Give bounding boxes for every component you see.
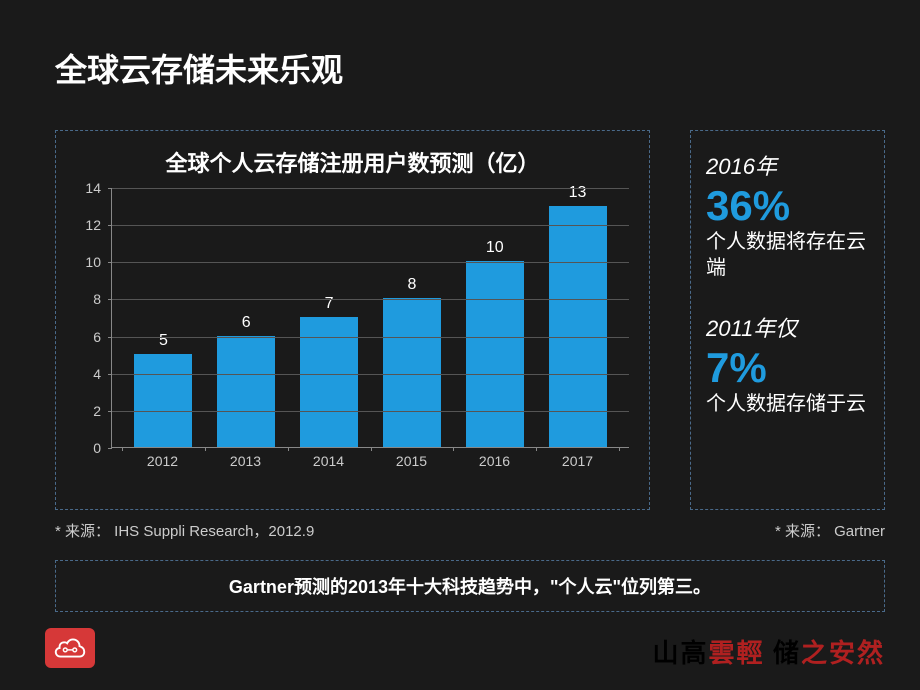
x-tick (205, 447, 206, 451)
x-tick (371, 447, 372, 451)
x-axis-label: 2013 (216, 453, 276, 469)
bar-group: 8 (382, 276, 442, 447)
y-axis-label: 6 (93, 329, 101, 345)
bar-value-label: 6 (242, 314, 251, 332)
cloud-icon (51, 634, 89, 662)
bar (217, 336, 275, 447)
x-tick (619, 447, 620, 451)
x-axis-label: 2014 (299, 453, 359, 469)
x-tick (288, 447, 289, 451)
x-axis-label: 2016 (465, 453, 525, 469)
x-axis-label: 2015 (382, 453, 442, 469)
x-tick (453, 447, 454, 451)
y-axis-label: 4 (93, 366, 101, 382)
x-tick (536, 447, 537, 451)
y-tick (108, 448, 112, 449)
bar (466, 261, 524, 447)
bar-value-label: 10 (486, 239, 504, 257)
callig-part1: 山高 (652, 639, 708, 668)
chart-source-text: * 来源： IHS Suppli Research，2012.9 (55, 520, 314, 541)
chart-container: 全球个人云存储注册用户数预测（亿） 0 2 4 6 8 10 12 14 5 6 7 8 10 13 2… (55, 130, 650, 510)
stat-block-2011: 2011年仅 7% 个人数据存储于云 (706, 311, 869, 417)
stat-desc-1: 个人数据将存在云端 (706, 229, 869, 281)
x-axis-labels: 2012 2013 2014 2015 2016 2017 (111, 453, 629, 469)
stat-desc-2: 个人数据存储于云 (706, 391, 869, 417)
y-axis-label: 14 (85, 180, 101, 196)
footer-callout: Gartner预测的2013年十大科技趋势中，"个人云"位列第三。 (55, 560, 885, 612)
bar (134, 354, 192, 447)
y-tick (108, 299, 112, 300)
brand-logo (45, 628, 95, 668)
callig-part4: 之安然 (801, 639, 885, 668)
y-axis-label: 12 (85, 217, 101, 233)
bar-value-label: 5 (159, 332, 168, 350)
x-axis-label: 2012 (133, 453, 193, 469)
chart-title: 全球个人云存储注册用户数预测（亿） (76, 146, 629, 178)
bar-value-label: 13 (569, 184, 587, 202)
bar-group: 5 (133, 332, 193, 447)
chart-area: 02468101214 56781013 2012201320142015201… (76, 188, 629, 488)
bar-value-label: 7 (325, 295, 334, 313)
bar-group: 13 (548, 184, 608, 447)
page-title: 全球云存储未来乐观 (55, 45, 343, 91)
grid-line (112, 225, 629, 226)
bar-group: 6 (216, 314, 276, 447)
stat-year-2: 2011年仅 (706, 311, 869, 343)
y-axis-label: 8 (93, 291, 101, 307)
y-tick (108, 262, 112, 263)
grid-line (112, 374, 629, 375)
bar-group: 10 (465, 239, 525, 447)
y-axis: 02468101214 (76, 188, 106, 448)
stat-block-2016: 2016年 36% 个人数据将存在云端 (706, 149, 869, 281)
bars-container: 56781013 (112, 188, 629, 447)
x-axis-label: 2017 (548, 453, 608, 469)
stat-pct-2: 7% (706, 345, 869, 391)
grid-line (112, 337, 629, 338)
grid-line (112, 188, 629, 189)
y-tick (108, 337, 112, 338)
y-tick (108, 188, 112, 189)
y-tick (108, 374, 112, 375)
y-axis-label: 0 (93, 440, 101, 456)
bar-group: 7 (299, 295, 359, 447)
x-tick (122, 447, 123, 451)
side-source-text: * 来源： Gartner (775, 520, 885, 541)
plot-area: 56781013 (111, 188, 629, 448)
callig-part3: 储 (764, 639, 801, 668)
y-tick (108, 411, 112, 412)
callig-part2: 雲輕 (708, 639, 764, 668)
y-axis-label: 2 (93, 403, 101, 419)
grid-line (112, 262, 629, 263)
y-axis-label: 10 (85, 254, 101, 270)
calligraphy-text: 山高雲輕 储之安然 (652, 633, 885, 670)
stat-pct-1: 36% (706, 183, 869, 229)
stat-year-1: 2016年 (706, 149, 869, 181)
y-tick (108, 225, 112, 226)
bar-value-label: 8 (407, 276, 416, 294)
side-panel: 2016年 36% 个人数据将存在云端 2011年仅 7% 个人数据存储于云 (690, 130, 885, 510)
grid-line (112, 299, 629, 300)
grid-line (112, 411, 629, 412)
